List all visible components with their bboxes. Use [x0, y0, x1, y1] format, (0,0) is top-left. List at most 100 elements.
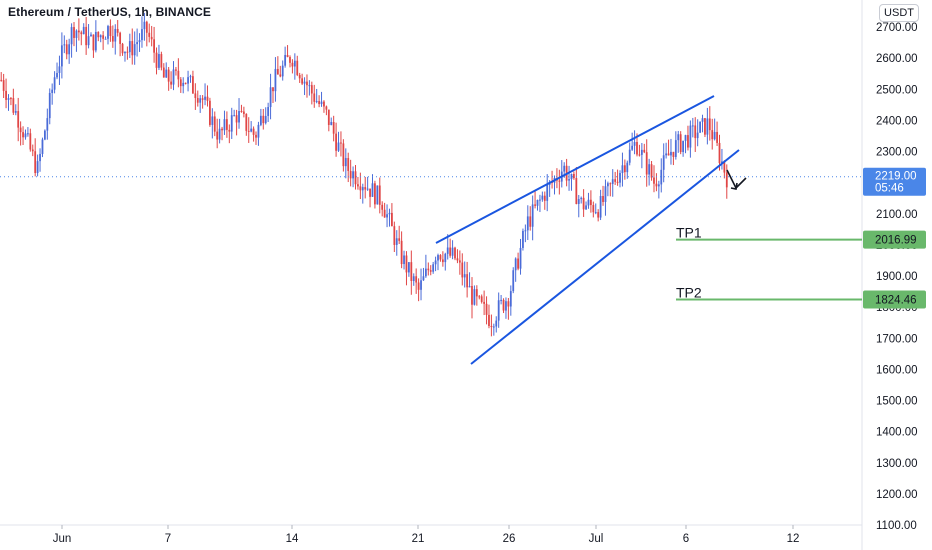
candle-body: [126, 51, 129, 53]
candle-body: [114, 28, 117, 42]
candle-body: [269, 87, 272, 108]
candle-body: [546, 184, 549, 201]
candle-body: [626, 162, 629, 173]
price-axis[interactable]: 2700.002600.002500.002400.002300.002200.…: [876, 22, 918, 532]
candle-body: [354, 171, 357, 185]
candle-body: [301, 78, 304, 84]
candle-body: [721, 161, 723, 164]
lower-trendline[interactable]: [470, 149, 740, 365]
candle-body: [439, 255, 442, 260]
candle-body: [201, 98, 204, 100]
candle-body: [228, 129, 231, 132]
candle-body: [255, 134, 257, 138]
candle-body: [192, 76, 194, 94]
candle-body: [344, 158, 347, 167]
candle-body: [175, 69, 177, 71]
candle-body: [490, 325, 493, 327]
candle-body: [306, 81, 308, 86]
candle-body: [27, 133, 29, 135]
candle-body: [502, 299, 505, 311]
candle-body: [177, 70, 180, 80]
candle-body: [259, 115, 262, 125]
candle-body: [653, 177, 655, 184]
candle-body: [391, 212, 393, 227]
candle-body: [689, 125, 692, 148]
candle-body: [640, 149, 643, 155]
time-tick-label: 21: [412, 533, 425, 545]
candle-body: [216, 131, 219, 140]
currency-selector[interactable]: USDT: [879, 4, 919, 22]
time-tick-label: 26: [503, 533, 516, 545]
candle-body: [422, 276, 425, 281]
candle-body: [420, 280, 422, 290]
candle-body: [148, 32, 151, 37]
candle-body: [456, 258, 459, 261]
candle-body: [374, 183, 376, 205]
candle-body: [704, 118, 706, 135]
candle-body: [56, 72, 58, 78]
candle-body: [77, 30, 80, 33]
candle-body: [340, 142, 342, 144]
candle-body: [141, 29, 143, 41]
candle-body: [582, 197, 585, 210]
candle-body: [342, 143, 345, 167]
candle-body: [434, 260, 437, 265]
candle-body: [167, 69, 170, 82]
candle-body: [31, 149, 34, 152]
candle-body: [315, 101, 318, 103]
candle-body: [621, 165, 624, 174]
candle-body: [119, 32, 122, 44]
candle-body: [225, 119, 228, 130]
candle-body: [138, 40, 141, 43]
candle-countdown: 05:46: [875, 183, 904, 195]
candle-body: [272, 87, 274, 92]
candle-body: [441, 259, 444, 263]
candle-body: [104, 38, 107, 40]
candle-body: [230, 115, 233, 132]
candle-body: [371, 183, 374, 197]
candle-body: [497, 300, 500, 321]
candle-body: [505, 301, 507, 311]
candle-body: [670, 151, 672, 156]
candle-body: [529, 216, 532, 227]
candle-body: [429, 270, 432, 272]
candle-body: [585, 205, 587, 210]
candle-body: [369, 188, 371, 197]
candle-body: [543, 195, 546, 201]
candle-body: [361, 187, 364, 191]
candle-body: [22, 132, 24, 138]
candle-body: [274, 68, 277, 92]
time-tick-label: 7: [165, 533, 171, 545]
candle-body: [643, 149, 646, 153]
candle-body: [718, 142, 721, 164]
candle-body: [636, 141, 638, 155]
time-tick-label: 6: [683, 533, 689, 545]
candle-body: [405, 255, 408, 273]
candle-body: [398, 238, 401, 241]
candle-body: [592, 205, 595, 213]
candle-body: [383, 209, 386, 218]
candle-body: [672, 151, 675, 157]
candle-body: [468, 285, 471, 288]
upper-trendline[interactable]: [435, 95, 715, 244]
candle-body: [660, 169, 663, 185]
candle-body: [483, 301, 486, 304]
candle-body: [75, 30, 78, 38]
time-axis[interactable]: Jun 7 14 21 26 Jul 6 12: [53, 525, 800, 545]
candle-body: [41, 139, 44, 154]
candle-body: [286, 54, 289, 58]
candle-body: [517, 258, 519, 269]
candle-body: [276, 68, 279, 75]
candle-body: [631, 145, 634, 150]
candle-body: [463, 274, 466, 278]
chart-title: Ethereum / TetherUS, 1h, BINANCE: [8, 5, 212, 19]
candle-body: [725, 172, 728, 188]
candle-body: [34, 151, 37, 174]
time-tick-label: 14: [286, 533, 299, 545]
candle-body: [5, 90, 7, 100]
candle-body: [475, 289, 478, 297]
candle-body: [303, 81, 306, 84]
candle-body: [708, 118, 711, 131]
candle-body: [70, 27, 73, 45]
